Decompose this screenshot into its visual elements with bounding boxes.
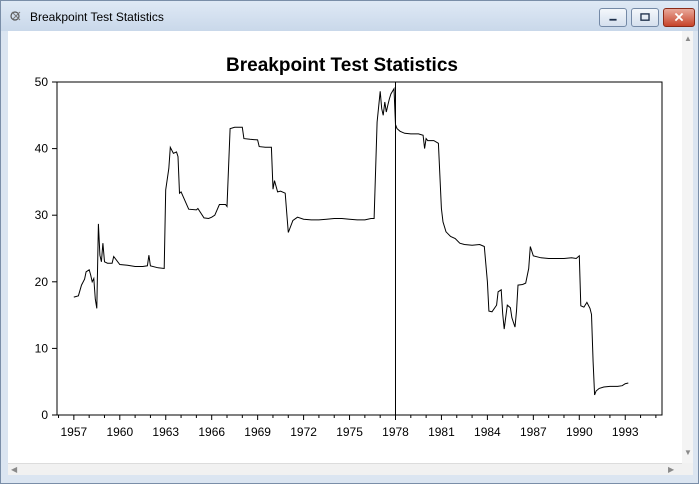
y-axis: 0 10 20 30 40 50 (35, 75, 57, 422)
minimize-icon (609, 18, 617, 21)
x-tick-label: 1957 (60, 425, 87, 439)
window-title: Breakpoint Test Statistics (30, 10, 164, 24)
size-grip-icon[interactable] (682, 463, 693, 475)
x-tick-label: 1993 (612, 425, 639, 439)
y-tick-label: 30 (35, 208, 49, 222)
x-tick-label: 1981 (428, 425, 455, 439)
scroll-left-icon[interactable]: ◀ (11, 465, 18, 474)
scroll-right-icon[interactable]: ▶ (668, 465, 675, 474)
maximize-icon (640, 13, 650, 21)
x-tick-label: 1966 (198, 425, 225, 439)
y-tick-label: 0 (41, 408, 48, 422)
maximize-button[interactable] (631, 8, 659, 27)
x-tick-label: 1987 (520, 425, 547, 439)
y-tick-label: 40 (35, 142, 49, 156)
series-line (73, 86, 629, 396)
plot-frame (56, 81, 663, 416)
chart-area: Breakpoint Test Statistics 0 10 20 30 40 50 1… (8, 31, 693, 463)
x-tick-label: 1978 (382, 425, 409, 439)
title-bar[interactable]: Breakpoint Test Statistics (1, 1, 698, 31)
y-tick-label: 10 (35, 341, 49, 355)
horizontal-scrollbar[interactable]: ◀ ▶ (8, 463, 682, 476)
x-tick-label: 1960 (106, 425, 133, 439)
x-tick-label: 1969 (244, 425, 271, 439)
close-icon (674, 12, 684, 22)
x-axis: 1957 1960 1963 1966 1969 1972 1975 1978 1981 1984… (58, 415, 657, 439)
vertical-scrollbar[interactable]: ▲ ▼ (682, 31, 693, 463)
app-icon (10, 11, 21, 21)
scroll-up-icon[interactable]: ▲ (684, 34, 692, 43)
x-tick-label: 1972 (290, 425, 317, 439)
close-button[interactable] (663, 8, 695, 27)
y-tick-label: 50 (35, 75, 49, 89)
x-tick-label: 1984 (474, 425, 501, 439)
y-tick-label: 20 (35, 275, 49, 289)
chart-title: Breakpoint Test Statistics (226, 55, 458, 76)
x-tick-label: 1963 (152, 425, 179, 439)
minimize-button[interactable] (599, 8, 627, 27)
window-border (1, 475, 698, 483)
x-tick-label: 1990 (566, 425, 593, 439)
x-tick-label: 1975 (336, 425, 363, 439)
line-chart: Breakpoint Test Statistics 0 10 20 30 40 50 1… (35, 55, 663, 439)
scroll-down-icon[interactable]: ▼ (684, 448, 692, 457)
